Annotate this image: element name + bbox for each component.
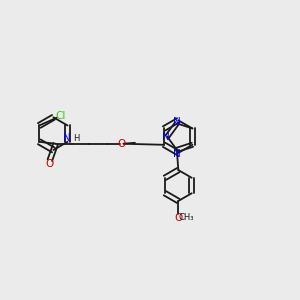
Text: H: H [73, 134, 80, 143]
Text: CH₃: CH₃ [179, 213, 194, 222]
Text: O: O [118, 139, 126, 149]
Text: O: O [46, 159, 54, 169]
Text: N: N [162, 132, 169, 142]
Text: N: N [173, 149, 181, 160]
Text: N: N [63, 133, 70, 143]
Text: O: O [174, 213, 182, 223]
Text: Cl: Cl [55, 111, 65, 121]
Text: N: N [173, 117, 181, 127]
